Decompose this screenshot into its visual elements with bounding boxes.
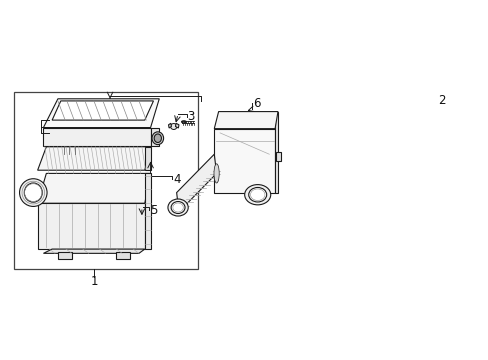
Text: 2: 2 — [437, 94, 445, 107]
Ellipse shape — [244, 185, 270, 205]
Polygon shape — [38, 203, 144, 249]
Ellipse shape — [214, 164, 219, 183]
Text: 5: 5 — [150, 203, 157, 217]
Ellipse shape — [152, 132, 163, 145]
Ellipse shape — [248, 188, 266, 202]
Polygon shape — [214, 112, 277, 129]
Ellipse shape — [167, 199, 188, 216]
Ellipse shape — [170, 123, 177, 130]
Polygon shape — [144, 147, 150, 170]
Polygon shape — [38, 147, 150, 170]
Ellipse shape — [20, 179, 47, 206]
Polygon shape — [116, 252, 130, 259]
Ellipse shape — [171, 202, 184, 213]
Bar — [15, 93, 198, 269]
Text: 6: 6 — [252, 96, 260, 109]
Polygon shape — [43, 249, 144, 253]
Polygon shape — [38, 174, 150, 203]
Text: 4: 4 — [173, 173, 180, 186]
Polygon shape — [58, 252, 72, 259]
Polygon shape — [275, 112, 277, 193]
Polygon shape — [168, 123, 171, 128]
Text: 1: 1 — [90, 275, 98, 288]
Text: 3: 3 — [187, 111, 195, 123]
Polygon shape — [275, 152, 280, 161]
Polygon shape — [43, 127, 150, 146]
Ellipse shape — [181, 121, 186, 123]
Polygon shape — [52, 101, 153, 120]
Polygon shape — [144, 174, 150, 249]
Polygon shape — [176, 154, 216, 212]
Polygon shape — [175, 123, 179, 128]
Ellipse shape — [154, 134, 161, 143]
Polygon shape — [150, 127, 159, 146]
Polygon shape — [43, 99, 159, 127]
Ellipse shape — [24, 183, 42, 202]
Polygon shape — [214, 129, 275, 193]
